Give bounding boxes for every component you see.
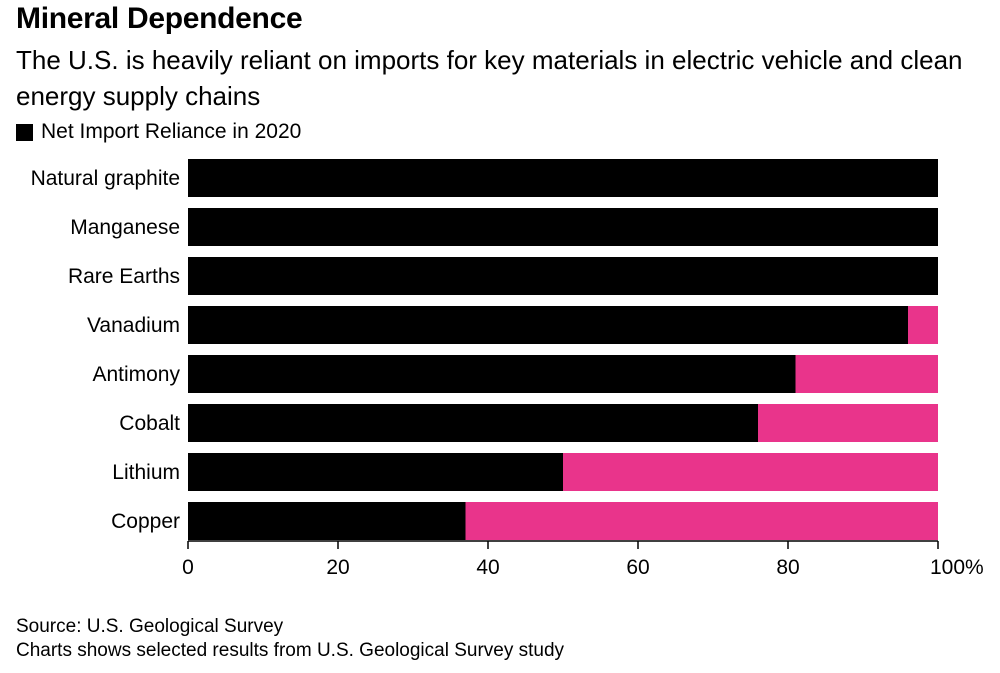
category-label: Natural graphite	[31, 167, 180, 190]
bar-remainder	[758, 404, 938, 442]
category-label: Manganese	[70, 216, 180, 239]
x-tick-label: 60	[626, 556, 649, 579]
chart-subtitle: The U.S. is heavily reliant on imports f…	[16, 45, 963, 111]
x-tick-label: 100%	[930, 556, 984, 579]
bar	[188, 257, 938, 295]
bar	[188, 404, 758, 442]
legend-swatch	[16, 123, 33, 141]
footnote-text: Charts shows selected results from U.S. …	[16, 640, 565, 661]
source-text: Source: U.S. Geological Survey	[16, 616, 284, 637]
x-tick-label: 40	[476, 556, 499, 579]
bar	[188, 502, 466, 540]
bar	[188, 159, 938, 197]
category-label: Cobalt	[119, 412, 180, 435]
bar	[188, 453, 563, 491]
x-tick-label: 80	[776, 556, 799, 579]
bar-remainder	[465, 502, 938, 540]
category-label: Lithium	[112, 461, 180, 484]
bar-chart: Natural graphite Manganese Rare Earths Vana…	[31, 159, 984, 579]
category-label: Copper	[111, 510, 180, 533]
source-note: Source: U.S. Geological Survey Charts sh…	[16, 615, 564, 663]
bar	[188, 208, 938, 246]
bar-remainder	[795, 355, 938, 393]
category-label: Vanadium	[87, 314, 180, 337]
bar-remainder	[908, 306, 938, 344]
legend-label: Net Import Reliance in 2020	[41, 120, 302, 143]
bar-remainder	[563, 453, 938, 491]
x-tick-label: 0	[182, 556, 194, 579]
bar	[188, 355, 796, 393]
bar	[188, 306, 908, 344]
x-tick-label: 20	[326, 556, 349, 579]
chart-title: Mineral Dependence	[16, 2, 303, 35]
category-label: Rare Earths	[68, 265, 180, 288]
legend: Net Import Reliance in 2020	[16, 120, 301, 144]
category-label: Antimony	[92, 363, 180, 386]
